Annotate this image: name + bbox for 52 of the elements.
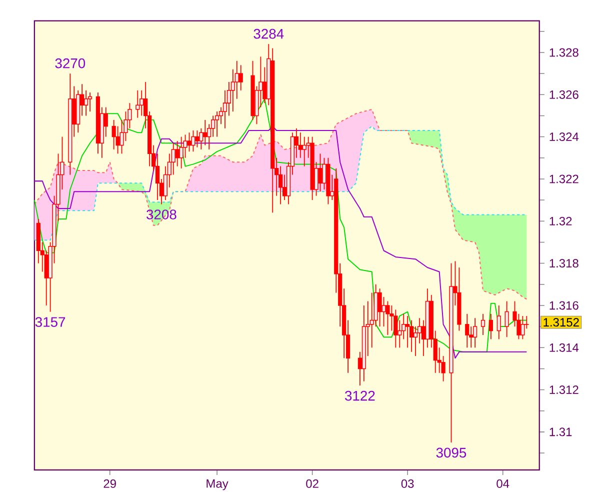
y-tick-label: 1.318 xyxy=(550,259,578,268)
candlestick xyxy=(187,132,192,152)
annotation: 3095 xyxy=(436,448,466,458)
candlestick xyxy=(410,320,414,352)
annotation: 3270 xyxy=(55,58,86,68)
annotation: 3157 xyxy=(35,317,66,328)
annotation: 3284 xyxy=(254,29,284,39)
candlestick xyxy=(298,132,302,158)
candlestick xyxy=(175,140,180,167)
candlestick xyxy=(318,153,322,192)
candlestick xyxy=(195,130,200,148)
annotation: 1.3152 xyxy=(544,318,579,327)
x-tick-label: 29 xyxy=(104,480,116,488)
y-tick-label: 1.32 xyxy=(550,217,572,226)
x-tick-label: 03 xyxy=(401,480,414,488)
candlestick xyxy=(179,136,184,170)
candlestick xyxy=(480,314,486,336)
y-tick-label: 1.31 xyxy=(550,428,572,436)
line-series xyxy=(34,126,528,241)
annotation: 3208 xyxy=(146,210,176,220)
y-tick-label: 1.324 xyxy=(550,132,579,142)
x-tick-label: 04 xyxy=(496,480,510,488)
candlestick xyxy=(406,316,410,348)
line-series xyxy=(34,109,528,300)
y-tick-label: 1.326 xyxy=(550,90,578,100)
candlestick xyxy=(203,120,208,146)
candlestick xyxy=(302,136,306,167)
annotation: 3122 xyxy=(345,391,375,401)
candlestick xyxy=(140,90,144,116)
candlestick xyxy=(488,314,493,340)
candlestick xyxy=(394,309,398,348)
x-tick-label: May xyxy=(206,480,228,490)
y-tick-label: 1.312 xyxy=(550,386,578,394)
y-tick-label: 1.328 xyxy=(550,48,578,57)
y-tick-label: 1.322 xyxy=(550,174,578,184)
candlestick xyxy=(136,90,140,118)
candlestick xyxy=(386,300,390,336)
y-tick-label: 1.316 xyxy=(550,301,578,310)
candlestick xyxy=(238,64,243,92)
candlestick xyxy=(382,296,386,328)
x-tick-label: 02 xyxy=(306,480,318,488)
candlestick xyxy=(378,288,382,328)
candlestick xyxy=(214,111,220,138)
candlestick xyxy=(504,300,509,338)
candlestick xyxy=(496,305,501,340)
candlestick xyxy=(473,318,478,348)
candlestick xyxy=(191,130,196,152)
candlestick xyxy=(465,314,470,348)
candlestick xyxy=(112,120,116,150)
y-tick-label: 1.314 xyxy=(550,344,579,352)
candlestick xyxy=(520,316,525,340)
candlestick xyxy=(84,90,88,116)
